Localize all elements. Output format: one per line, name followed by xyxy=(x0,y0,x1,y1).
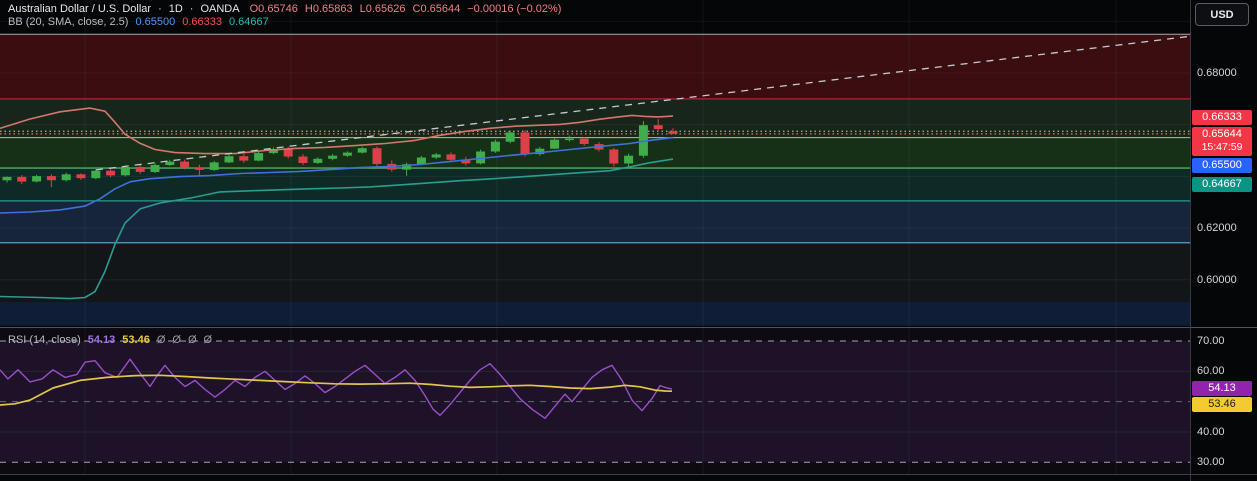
rsi-empty-value: Ø xyxy=(172,334,181,346)
rsi-indicator-label[interactable]: RSI (14, close) xyxy=(8,334,81,346)
price-tick-label: 0.62000 xyxy=(1197,222,1237,235)
price-tick-label: 0.60000 xyxy=(1197,273,1237,286)
legend-separator: · xyxy=(189,3,194,15)
last-price-badge: 0.65644 15:47:59 xyxy=(1192,127,1252,156)
exchange-label[interactable]: OANDA xyxy=(200,3,240,15)
bb-indicator-label[interactable]: BB (20, SMA, close, 2.5) xyxy=(8,16,129,28)
ohlc-open: O0.65746 xyxy=(249,3,298,15)
last-price-time: 15:47:59 xyxy=(1201,141,1243,153)
rsi-tick-label: 70.00 xyxy=(1197,335,1225,347)
ohlc-high: H0.65863 xyxy=(304,3,353,15)
rsi-value: 54.13 xyxy=(87,334,116,346)
bb-upper-value: 0.66333 xyxy=(182,16,222,28)
rsi-legend: RSI (14, close) 54.13 53.46 Ø Ø Ø Ø xyxy=(8,334,219,347)
price-level-badge: 0.65500 xyxy=(1192,157,1252,173)
bb-legend: BB (20, SMA, close, 2.5) 0.65500 0.66333 0.… xyxy=(8,16,276,29)
symbol-title[interactable]: Australian Dollar / U.S. Dollar xyxy=(8,3,152,15)
price-level-badge: 0.64667 xyxy=(1192,176,1252,192)
price-tick-label: 0.68000 xyxy=(1197,67,1237,79)
rsi-tick-label: 60.00 xyxy=(1197,365,1225,378)
rsi-ma-badge: 53.46 xyxy=(1192,397,1252,413)
legend-separator: · xyxy=(158,3,162,15)
bb-basis-value: 0.65500 xyxy=(135,16,176,28)
rsi-tick-label: 40.00 xyxy=(1197,425,1225,438)
currency-toggle-button[interactable]: USD xyxy=(1195,3,1249,26)
change-label: −0.00016 (−0.02%) xyxy=(467,3,562,15)
rsi-empty-value: Ø xyxy=(156,334,166,346)
bb-lower-value: 0.64667 xyxy=(228,16,269,28)
rsi-tick-label: 30.00 xyxy=(1197,456,1225,469)
ohlc-low: L0.65626 xyxy=(359,3,406,15)
rsi-value-badge: 54.13 xyxy=(1192,381,1252,397)
ohlc-close: C0.65644 xyxy=(412,3,461,15)
rsi-empty-value: Ø xyxy=(187,334,197,346)
price-axis[interactable]: USD 0.68000 0.62000 0.60000 70.00 60.00 40.00… xyxy=(1190,0,1257,481)
rsi-empty-value: Ø xyxy=(203,334,213,346)
price-level-badge: 0.66333 xyxy=(1192,109,1252,125)
timeframe-label[interactable]: 1D xyxy=(168,3,183,15)
symbol-legend: Australian Dollar / U.S. Dollar · 1D · OANDA… xyxy=(8,3,568,16)
rsi-ma-value: 53.46 xyxy=(122,334,150,346)
